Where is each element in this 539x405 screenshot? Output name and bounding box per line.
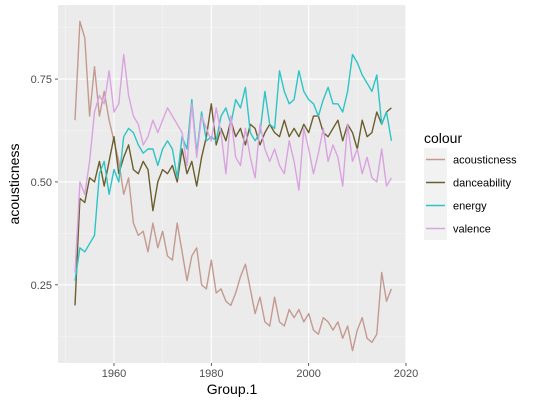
y-axis-title: acousticness [6,144,22,225]
x-axis-title: Group.1 [207,381,258,397]
legend: colour acousticness danceability energy val… [424,130,517,240]
x-tick-label-0: 1960 [102,368,126,380]
legend-label-acousticness: acousticness [453,155,517,167]
grid-major [58,5,407,363]
y-tick-label-1: 0.50 [31,177,52,189]
series-line-energy [74,53,393,281]
legend-item-acousticness: acousticness [424,148,517,171]
y-axis-ticks: 0.25 0.50 0.75 [31,74,58,292]
legend-label-valence: valence [453,224,491,236]
series-line-danceability [74,103,392,306]
x-tick-label-1: 1980 [199,368,223,380]
series-line-valence [74,53,393,273]
y-tick-label-2: 0.75 [31,74,52,86]
legend-item-danceability: danceability [424,171,512,194]
series-lines [74,20,393,352]
legend-title: colour [424,130,462,146]
legend-item-energy: energy [424,194,487,217]
grid-minor [58,5,406,363]
legend-item-valence: valence [424,217,491,240]
y-tick-label-0: 0.25 [31,280,52,292]
series-line-acousticness [74,20,393,352]
plot-panel [58,5,406,363]
legend-label-danceability: danceability [453,178,512,190]
x-tick-label-2: 2000 [296,368,320,380]
x-axis-ticks: 1960 1980 2000 2020 [102,363,418,380]
x-tick-label-3: 2020 [394,368,418,380]
legend-label-energy: energy [453,201,487,213]
